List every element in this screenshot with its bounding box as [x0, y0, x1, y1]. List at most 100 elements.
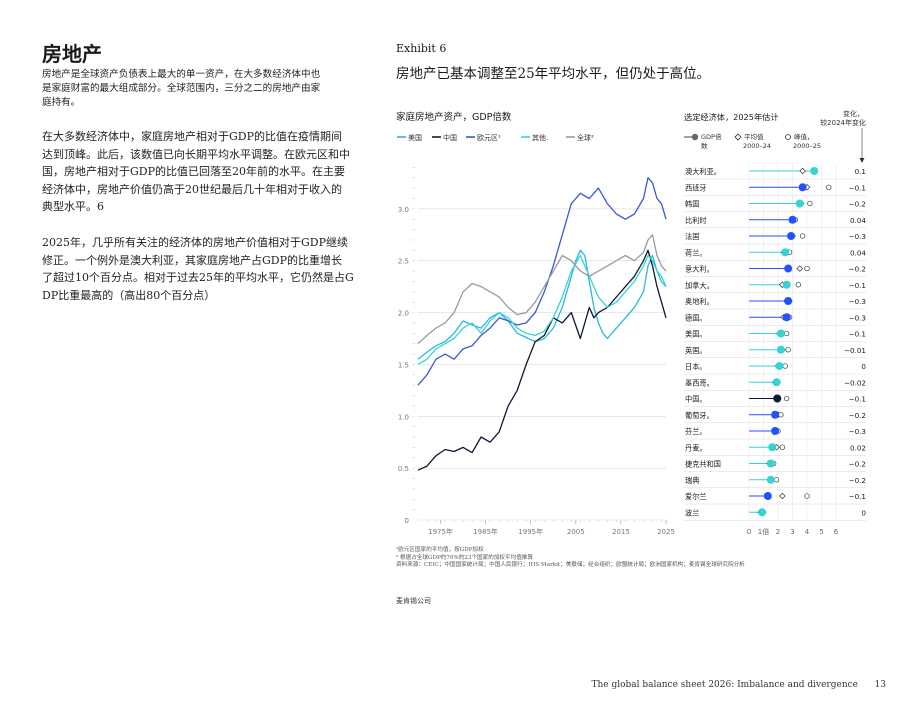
peak-circle: [782, 363, 788, 369]
change-value: −0.1: [849, 395, 866, 404]
avg-diamond: [796, 265, 804, 272]
y-tick-label: 0.5: [398, 465, 409, 473]
legend-peak-label: 峰值，: [794, 132, 814, 141]
avg-diamond: [799, 167, 806, 175]
gdp-dot: [771, 427, 780, 435]
series-line-other: [417, 254, 667, 365]
dot-row-label: 荷兰。: [685, 248, 707, 257]
legend-gdp-dot: [691, 133, 699, 141]
change-value: −0.1: [849, 330, 866, 339]
y-tick-label: 3.0: [398, 206, 409, 214]
body-paragraph-1: 在大多数经济体中，家庭房地产相对于GDP的比值在疫情期间 达到顶峰。此后，该数值…: [42, 128, 362, 216]
dot-x-tick-label: 4: [805, 528, 810, 536]
series-line-china: [417, 249, 667, 471]
para-line: 典型水平。6: [42, 200, 104, 213]
intro-text: 房地产是全球资产负债表上最大的单一资产，在大多数经济体中也 是家庭财富的最大组成…: [42, 68, 342, 110]
intro-line: 庭持有。: [42, 97, 81, 108]
change-value: −0.01: [844, 346, 866, 355]
y-tick-label: 2.5: [398, 258, 409, 266]
series-line-euro: [417, 177, 667, 386]
dot-row-label: 奥地利。: [685, 297, 714, 306]
exhibit-label: Exhibit 6: [396, 42, 447, 55]
section-title: 房地产: [42, 42, 102, 66]
chart-notes: ¹欧元区国家的平均值，按GDP加权 ² 根据占全球GDP约70%的23个国家的加…: [396, 547, 866, 570]
para-line: 了超过10个百分点。相对于过去25年的平均水平，它仍然是占G: [42, 271, 354, 284]
change-value: 0.04: [850, 248, 866, 257]
change-value: 0.04: [850, 216, 866, 225]
page-number: 13: [874, 680, 886, 690]
change-value: −0.2: [849, 476, 866, 485]
peak-circle: [778, 412, 784, 418]
dot-x-tick-label: 2: [776, 528, 780, 536]
dot-row-label: 墨西哥。: [685, 378, 714, 387]
gdp-dot: [781, 248, 790, 257]
change-value: −0.2: [849, 200, 866, 209]
avg-diamond: [779, 492, 786, 500]
body-paragraph-2: 2025年，几乎所有关注的经济体的房地产价值相对于GDP继续 修正。一个例外是澳…: [42, 234, 362, 304]
change-value: −0.3: [849, 232, 866, 241]
footer-title: The global balance sheet 2026: Imbalance…: [591, 680, 858, 690]
peak-circle: [784, 330, 790, 337]
dot-row-label: 美国。: [685, 330, 707, 339]
legend-label: 美国: [408, 133, 422, 142]
change-header-sub: 较2024年变化: [820, 118, 866, 127]
gdp-dot: [758, 508, 767, 517]
dot-row-label: 加拿大。: [685, 281, 714, 290]
peak-circle: [807, 200, 813, 207]
dot-row-label: 波兰: [685, 508, 699, 517]
source-note: 资料来源：CEIC；中国国家统计局；中国人民银行；IHS Markit；美联储；…: [396, 562, 745, 568]
change-value: 0.02: [850, 443, 866, 452]
gdp-dot: [776, 329, 785, 338]
peak-circle: [804, 265, 810, 272]
dot-x-tick-label: 0: [747, 528, 751, 536]
dot-row-label: 爱尔兰: [685, 492, 707, 501]
x-tick-label: 1975年: [428, 527, 453, 536]
dot-row-label: 芬兰。: [685, 427, 707, 436]
para-line: DP比重最高的（高出80个百分点）: [42, 288, 216, 302]
line-chart-title: 家庭房地产资产，GDP倍数: [396, 111, 512, 123]
change-value: −0.3: [849, 297, 866, 306]
x-tick-label: 2005: [567, 528, 585, 536]
gdp-dot: [784, 264, 793, 273]
peak-circle: [779, 444, 785, 450]
legend-peak-circle: [785, 134, 791, 140]
note-2: ² 根据占全球GDP约70%的23个国家的加权平均值推算: [396, 554, 533, 561]
legend-gdp-label: GDP倍: [701, 132, 722, 141]
gdp-dot: [776, 345, 785, 354]
dot-row-label: 捷克共和国: [685, 460, 721, 469]
dot-x-tick-label: 3: [790, 528, 794, 536]
peak-circle: [795, 282, 801, 288]
x-tick-label: 2025: [657, 528, 675, 536]
change-value: 0.1: [855, 167, 866, 176]
dot-row-label: 英国。: [685, 346, 707, 355]
gdp-dot: [810, 167, 819, 175]
dot-x-tick-label: 6: [834, 528, 839, 536]
peak-circle: [773, 477, 780, 483]
y-tick-label: 2.0: [398, 310, 409, 318]
legend-label: 其他.: [532, 133, 548, 142]
peak-circle: [804, 493, 810, 499]
legend-peak-label-sub: 2000–25: [793, 142, 821, 150]
publisher: 麦肯锡公司: [396, 597, 431, 605]
change-value: −0.2: [849, 411, 866, 420]
dot-row-label: 澳大利亚。: [685, 167, 721, 176]
gdp-dot: [775, 362, 784, 370]
para-line: 达到顶峰。此后，该数值已向长期平均水平调整。在欧元区和中: [42, 147, 350, 161]
dot-x-tick-label: 1倍: [758, 527, 769, 536]
dot-row-label: 法国: [685, 232, 699, 241]
peak-circle: [826, 184, 832, 190]
y-tick-label: 1.5: [398, 361, 409, 369]
note-1: ¹欧元区国家的平均值，按GDP加权: [396, 547, 484, 553]
gdp-dot: [773, 394, 782, 403]
change-value: −0.2: [849, 265, 866, 274]
dot-row-label: 葡萄牙。: [685, 411, 714, 420]
dot-chart-title: 选定经济体，2025年估计: [684, 112, 779, 122]
series-line-global: [417, 234, 667, 345]
change-arrow-head: [859, 158, 865, 163]
x-tick-label: 1995年: [518, 527, 543, 536]
dot-row-label: 西班牙: [685, 183, 707, 192]
change-value: −0.1: [849, 492, 866, 501]
